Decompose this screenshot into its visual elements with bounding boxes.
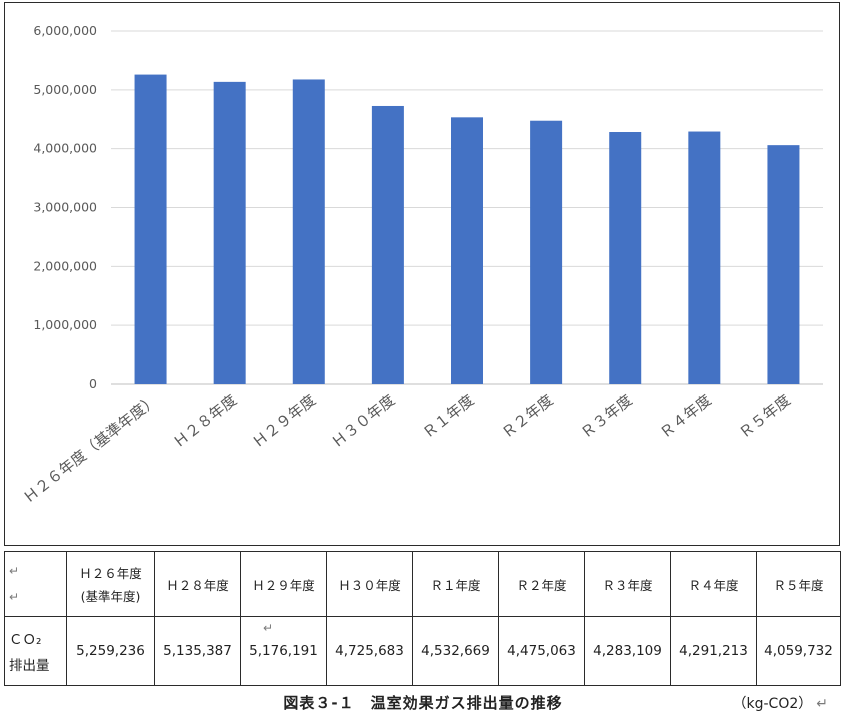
y-tick-label: 6,000,000 [33, 23, 97, 38]
x-tick-label: Ｈ３０年度 [328, 391, 398, 451]
table-value-cell: 4,291,213 [670, 616, 757, 686]
chart-frame: 0 1,000,000 2,000,000 3,000,000 4,000,000 5,0… [4, 2, 840, 546]
x-tick-label: Ｈ２９年度 [249, 391, 319, 451]
table-header-cell: Ｈ２９年度 [240, 551, 327, 617]
bar [609, 132, 642, 384]
bar [292, 79, 325, 384]
x-tick-label: Ｈ２６年度（基準年度） [20, 391, 161, 507]
table-header-cell: Ｒ４年度 [670, 551, 757, 617]
x-tick-label: Ｒ５年度 [736, 391, 794, 442]
y-tick-label: 5,000,000 [33, 82, 97, 97]
bar [213, 81, 246, 384]
emissions-table: ↵ ↵ Ｈ２６年度 (基準年度) Ｈ２８年度 Ｈ２９年度 Ｈ３０年度 Ｒ１年度 … [4, 551, 841, 686]
return-mark-icon: ↵ [9, 590, 20, 604]
bar [530, 120, 563, 384]
table-value-cell: ↵ 5,176,191 [240, 616, 327, 686]
return-mark-icon: ↵ [9, 564, 20, 578]
table-header-cell: Ｈ２８年度 [154, 551, 241, 617]
return-mark-icon: ↵ [263, 621, 274, 635]
table-header-cell: Ｒ１年度 [412, 551, 499, 617]
x-tick-label: Ｒ１年度 [419, 391, 477, 442]
table-value-row: ＣＯ₂ 排出量 5,259,236 5,135,387 ↵ 5,176,191 … [4, 616, 841, 686]
table-value-cell: 5,135,387 [154, 616, 241, 686]
bar [767, 145, 800, 384]
caption-title: 図表３-１ 温室効果ガス排出量の推移 [283, 694, 563, 712]
x-tick-label: Ｒ４年度 [656, 391, 714, 442]
table-header-cell: Ｈ２６年度 (基準年度) [66, 551, 155, 617]
table-value-cell: 4,283,109 [584, 616, 671, 686]
table-corner-cell: ↵ ↵ [4, 551, 67, 617]
y-tick-label: 0 [89, 376, 97, 391]
table-header-cell: Ｈ３０年度 [326, 551, 413, 617]
y-tick-label: 4,000,000 [33, 141, 97, 156]
table-value-cell: 4,475,063 [498, 616, 585, 686]
bar-chart: 0 1,000,000 2,000,000 3,000,000 4,000,000 5,0… [20, 23, 823, 507]
row-label-cell: ＣＯ₂ 排出量 [4, 616, 67, 686]
table-value-cell: 4,059,732 [756, 616, 841, 686]
table-header-cell: Ｒ２年度 [498, 551, 585, 617]
y-tick-label: 3,000,000 [33, 200, 97, 215]
table-header-row: ↵ ↵ Ｈ２６年度 (基準年度) Ｈ２８年度 Ｈ２９年度 Ｈ３０年度 Ｒ１年度 … [4, 551, 841, 617]
table-header-cell: Ｒ３年度 [584, 551, 671, 617]
x-tick-label: Ｈ２８年度 [170, 391, 240, 451]
x-tick-label: Ｒ３年度 [577, 391, 635, 442]
bar [451, 117, 483, 384]
bar [371, 105, 404, 384]
figure-caption: 図表３-１ 温室効果ガス排出量の推移 （kg-CO2） ↵ [0, 690, 846, 714]
y-tick-label: 1,000,000 [33, 317, 97, 332]
bar [134, 74, 167, 385]
x-tick-label: Ｒ２年度 [498, 391, 556, 442]
table-value-cell: 4,725,683 [326, 616, 413, 686]
bar [688, 131, 721, 384]
table-value-cell: 4,532,669 [412, 616, 499, 686]
y-tick-label: 2,000,000 [33, 258, 97, 273]
return-mark-icon: ↵ [816, 696, 828, 712]
table-header-cell: Ｒ５年度 [756, 551, 841, 617]
table-value-cell: 5,259,236 [66, 616, 155, 686]
caption-unit: （kg-CO2） ↵ [732, 696, 828, 712]
